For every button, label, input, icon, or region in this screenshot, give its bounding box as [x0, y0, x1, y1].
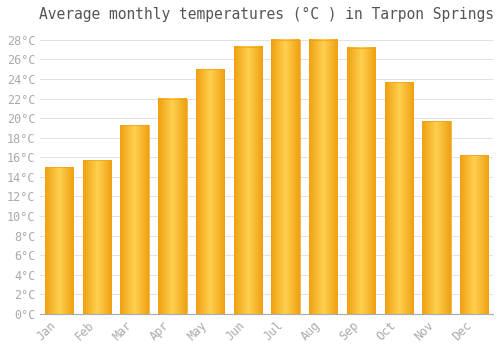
Bar	[234, 47, 262, 314]
Bar	[272, 40, 299, 314]
Bar	[347, 48, 375, 314]
Bar	[45, 167, 74, 314]
Bar	[120, 125, 149, 314]
Bar	[309, 40, 338, 314]
Bar	[460, 155, 488, 314]
Title: Average monthly temperatures (°C ) in Tarpon Springs: Average monthly temperatures (°C ) in Ta…	[39, 7, 494, 22]
Bar	[384, 82, 413, 314]
Bar	[158, 99, 186, 314]
Bar	[422, 121, 450, 314]
Bar	[196, 69, 224, 314]
Bar	[83, 160, 111, 314]
